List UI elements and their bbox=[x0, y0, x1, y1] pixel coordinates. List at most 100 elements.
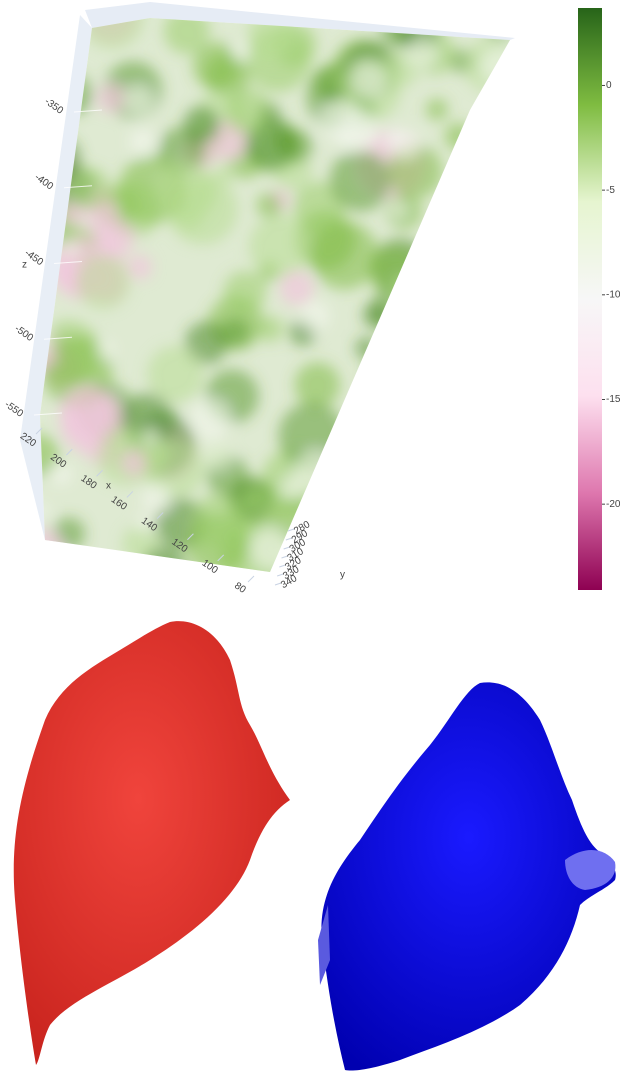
volume-cloud bbox=[500, 9, 529, 38]
colorbar-tick-label: 0 bbox=[606, 80, 612, 91]
volume-cloud bbox=[249, 216, 311, 278]
volume-cloud bbox=[430, 393, 487, 450]
volume-cloud bbox=[253, 39, 279, 65]
volume-cloud bbox=[129, 128, 157, 156]
volume-cloud bbox=[306, 556, 334, 584]
z-tick-label: -350 bbox=[42, 96, 65, 117]
volume-cloud bbox=[426, 98, 448, 120]
volume-cloud bbox=[411, 314, 453, 356]
volume-cloud bbox=[447, 372, 486, 411]
z-tick-label: -500 bbox=[12, 323, 35, 344]
x-tick-mark bbox=[248, 576, 254, 582]
volume-cloud bbox=[19, 10, 48, 39]
volume-cloud bbox=[280, 271, 315, 306]
volume-cloud bbox=[453, 262, 479, 288]
volume-cloud bbox=[389, 275, 422, 308]
volume-cloud bbox=[482, 0, 524, 40]
volume-cloud bbox=[97, 341, 116, 360]
volume-cloud bbox=[295, 450, 336, 491]
volume-cloud bbox=[481, 335, 508, 362]
volume-cloud bbox=[363, 303, 388, 328]
volume-cloud bbox=[17, 529, 64, 576]
volume-cloud bbox=[225, 89, 270, 134]
volume-cloud bbox=[153, 160, 216, 223]
volume-cloud bbox=[427, 493, 466, 532]
volume-cloud bbox=[390, 202, 407, 219]
volume-cloud bbox=[191, 494, 247, 550]
volume-cloud bbox=[257, 193, 282, 218]
volume-cloud bbox=[330, 150, 391, 211]
chart: z x y -350-400-450-500-55022020018016014… bbox=[0, 0, 620, 1072]
volume-cloud bbox=[462, 152, 528, 218]
volume-cloud bbox=[497, 249, 529, 281]
volume-cloud bbox=[121, 449, 148, 476]
volume-cloud bbox=[63, 241, 79, 257]
z-axis-label: z bbox=[22, 260, 27, 271]
volume-cloud bbox=[355, 337, 377, 359]
volume-cloud bbox=[299, 300, 330, 331]
volume-cloud bbox=[509, 12, 530, 33]
volume-cloud bbox=[183, 106, 220, 143]
volume-cloud bbox=[387, 392, 413, 418]
y-axis-label: y bbox=[340, 570, 345, 581]
volume-cloud bbox=[231, 43, 250, 62]
volume-cloud bbox=[462, 484, 501, 523]
volume-cloud bbox=[127, 255, 152, 280]
colorbar-tick-label: -10 bbox=[606, 289, 620, 300]
colorbar-tick-label: -15 bbox=[606, 394, 620, 405]
volume-cloud bbox=[243, 487, 269, 513]
volume-cloud bbox=[486, 248, 515, 277]
volume-cloud bbox=[448, 363, 494, 409]
volume-cloud bbox=[320, 458, 363, 501]
x-tick-label: 80 bbox=[232, 580, 248, 596]
volume-cloud bbox=[341, 422, 409, 490]
volume-cloud bbox=[413, 437, 475, 499]
volume-cloud bbox=[203, 441, 232, 470]
scene-box bbox=[14, 0, 538, 591]
volume-cloud bbox=[458, 392, 526, 460]
volume-cloud bbox=[60, 385, 115, 440]
volume-cloud bbox=[452, 345, 472, 365]
volume-cloud bbox=[450, 421, 473, 444]
volume-cloud bbox=[493, 347, 526, 380]
volume-cloud bbox=[444, 123, 472, 151]
volume-cloud bbox=[189, 398, 230, 439]
volume-cloud bbox=[400, 394, 434, 428]
volume-cloud bbox=[76, 255, 130, 309]
volume-cloud bbox=[142, 484, 171, 513]
red-surface bbox=[14, 621, 290, 1065]
volume-cloud bbox=[425, 407, 478, 460]
volume-cloud bbox=[375, 524, 441, 590]
colorbar bbox=[578, 8, 602, 590]
volume-cloud bbox=[142, 428, 161, 447]
volume-cloud bbox=[420, 380, 440, 400]
volume-cloud bbox=[23, 139, 49, 165]
volume-cloud bbox=[53, 517, 85, 549]
colorbar-tick-label: -5 bbox=[606, 185, 615, 196]
z-tick-label: -400 bbox=[32, 172, 55, 193]
volume-cloud bbox=[434, 367, 492, 425]
volume-cloud bbox=[311, 222, 379, 290]
volume-cloud bbox=[384, 127, 404, 147]
volume-cloud bbox=[350, 62, 387, 99]
x-axis-label: x bbox=[106, 481, 111, 492]
volume-cloud bbox=[68, 168, 110, 210]
page: {"chart_data": {"type": "volume", "xlabe… bbox=[0, 0, 620, 1072]
volume-cloud bbox=[18, 188, 53, 223]
volume-cloud bbox=[273, 128, 298, 153]
volume-cloud bbox=[97, 84, 126, 113]
volume-cloud bbox=[223, 271, 266, 314]
volume-cloud bbox=[215, 164, 235, 184]
volume-cloud bbox=[352, 528, 404, 580]
volume-cloud bbox=[24, 11, 66, 53]
red-mesh bbox=[14, 621, 290, 1065]
colorbar-tick-label: -20 bbox=[606, 499, 620, 510]
volume-cloud bbox=[124, 86, 154, 116]
volume-cloud bbox=[469, 428, 537, 496]
volume-cloud bbox=[142, 546, 187, 591]
volume-cloud bbox=[392, 275, 435, 318]
volume-cloud bbox=[101, 221, 135, 255]
volume-cloud bbox=[402, 500, 436, 534]
volume-cloud bbox=[295, 362, 341, 408]
volume-cloud bbox=[406, 408, 448, 450]
